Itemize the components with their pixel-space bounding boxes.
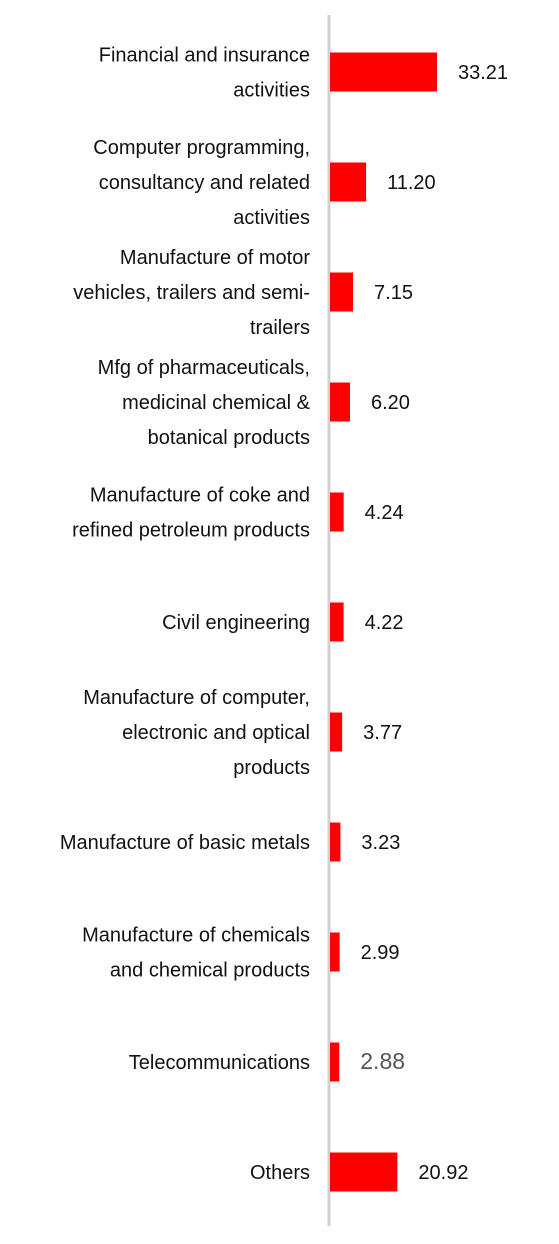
- category-label-line: Computer programming,: [93, 137, 310, 159]
- category-label-line: Telecommunications: [129, 1052, 310, 1074]
- category-label-line: activities: [233, 80, 310, 102]
- bar-8: [330, 932, 340, 972]
- value-label-7: 3.23: [361, 832, 400, 854]
- category-label-3: Mfg of pharmaceuticals, medicinal chemica…: [98, 357, 311, 449]
- bar-7: [330, 822, 341, 862]
- category-label-line: consultancy and related: [99, 172, 310, 194]
- category-label-line: Financial and insurance: [99, 45, 310, 67]
- value-label-1: 11.20: [387, 172, 436, 194]
- category-label-7: Manufacture of basic metals: [60, 832, 310, 854]
- category-label-line: electronic and optical: [122, 722, 310, 744]
- category-label-line: medicinal chemical &: [122, 392, 311, 414]
- value-label-0: 33.21: [458, 62, 508, 84]
- bar-5: [330, 602, 344, 642]
- value-label-8: 2.99: [361, 942, 400, 964]
- value-label-2: 7.15: [374, 282, 413, 304]
- category-label-line: Manufacture of computer,: [83, 687, 310, 709]
- category-label-1: Computer programming, consultancy and rel…: [93, 137, 310, 229]
- value-label-3: 6.20: [371, 392, 410, 414]
- category-label-10: Others: [250, 1162, 310, 1184]
- category-label-line: Manufacture of motor: [120, 247, 310, 269]
- category-label-line: refined petroleum products: [72, 520, 310, 542]
- bar-9: [330, 1042, 340, 1082]
- category-label-line: products: [233, 757, 310, 779]
- category-label-line: trailers: [250, 317, 310, 339]
- category-label-9: Telecommunications: [129, 1052, 310, 1074]
- category-label-line: Civil engineering: [162, 612, 310, 634]
- bar-6: [330, 712, 343, 752]
- category-label-4: Manufacture of coke and refined petroleum…: [72, 485, 310, 542]
- category-label-line: Manufacture of basic metals: [60, 832, 310, 854]
- category-label-8: Manufacture of chemicals and chemical pro…: [82, 925, 310, 982]
- category-label-line: botanical products: [148, 427, 310, 449]
- category-label-line: Manufacture of chemicals: [82, 925, 310, 947]
- bar-3: [330, 382, 350, 422]
- category-label-6: Manufacture of computer, electronic and o…: [83, 687, 310, 779]
- category-label-2: Manufacture of motor vehicles, trailers a…: [73, 247, 310, 339]
- category-label-line: activities: [233, 207, 310, 229]
- value-label-5: 4.22: [365, 612, 404, 634]
- bar-1: [330, 162, 367, 202]
- category-label-5: Civil engineering: [162, 612, 310, 634]
- bar-2: [330, 272, 354, 312]
- category-label-line: Mfg of pharmaceuticals,: [98, 357, 310, 379]
- category-label-line: vehicles, trailers and semi-: [73, 282, 310, 304]
- category-label-0: Financial and insurance activities: [99, 45, 310, 102]
- value-label-9: 2.88: [360, 1048, 405, 1074]
- value-label-10: 20.92: [418, 1162, 468, 1184]
- value-label-6: 3.77: [363, 722, 402, 744]
- category-label-line: Others: [250, 1162, 310, 1184]
- value-label-4: 4.24: [365, 502, 404, 524]
- bar-10: [330, 1152, 398, 1192]
- category-label-line: and chemical products: [110, 960, 310, 982]
- bar-4: [330, 492, 344, 532]
- category-label-line: Manufacture of coke and: [90, 485, 310, 507]
- bar-0: [330, 52, 437, 92]
